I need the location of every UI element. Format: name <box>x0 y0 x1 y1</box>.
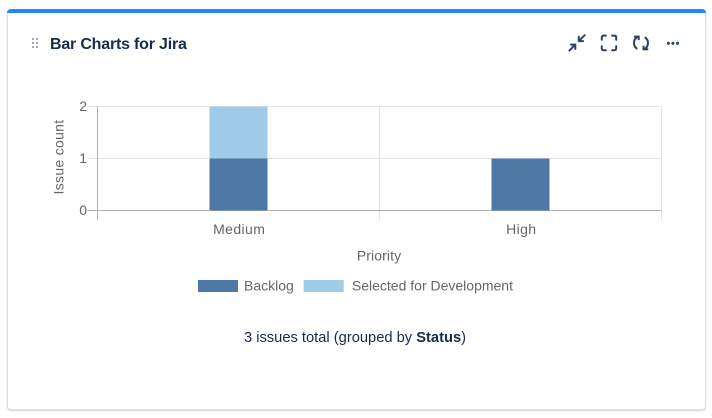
svg-text:0: 0 <box>79 202 87 218</box>
svg-text:Issue count: Issue count <box>51 120 67 195</box>
svg-text:Selected for Development: Selected for Development <box>352 278 513 294</box>
svg-text:Backlog: Backlog <box>244 278 294 294</box>
svg-text:1: 1 <box>79 150 87 166</box>
svg-text:High: High <box>506 221 536 237</box>
svg-text:Medium: Medium <box>213 221 265 237</box>
svg-text:Priority: Priority <box>357 247 401 263</box>
svg-text:2: 2 <box>79 98 87 114</box>
